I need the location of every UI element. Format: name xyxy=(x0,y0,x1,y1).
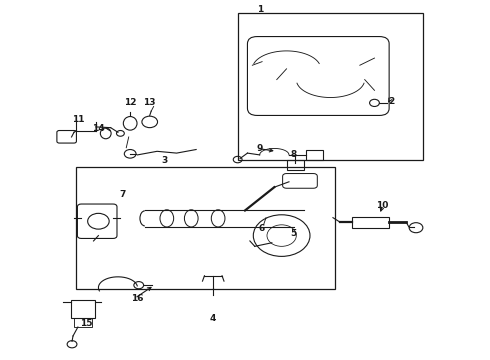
Text: 9: 9 xyxy=(256,144,263,153)
Text: 8: 8 xyxy=(291,150,297,159)
Text: 4: 4 xyxy=(210,314,217,323)
Text: 14: 14 xyxy=(92,123,105,132)
Bar xyxy=(76,167,335,289)
Text: 7: 7 xyxy=(120,190,126,199)
Text: 3: 3 xyxy=(161,156,168,165)
Text: 2: 2 xyxy=(389,96,395,105)
Bar xyxy=(71,300,95,318)
Bar xyxy=(74,318,92,327)
Text: 10: 10 xyxy=(376,201,388,210)
Bar xyxy=(287,160,304,170)
Text: 13: 13 xyxy=(144,98,156,107)
Text: 11: 11 xyxy=(72,114,84,123)
Text: 5: 5 xyxy=(291,229,297,238)
Bar xyxy=(352,217,389,228)
Text: 16: 16 xyxy=(131,294,144,303)
Bar xyxy=(306,149,323,160)
Text: 15: 15 xyxy=(80,319,93,328)
Text: 1: 1 xyxy=(257,5,263,14)
Text: 12: 12 xyxy=(124,98,136,107)
Text: 6: 6 xyxy=(259,224,265,233)
Bar xyxy=(238,13,423,160)
